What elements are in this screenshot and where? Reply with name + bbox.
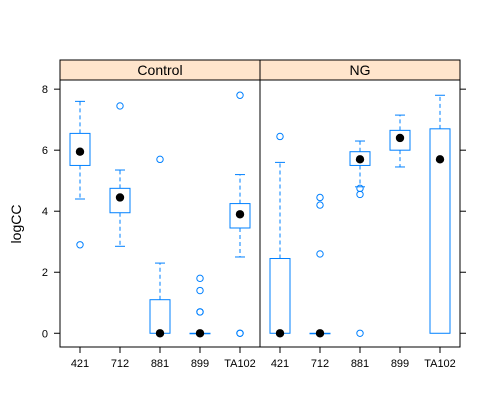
box-body [389,129,411,151]
x-tick-label: 899 [191,358,209,370]
median-dot [75,147,85,156]
outlier-point [116,102,124,110]
x-tick-label: TA102 [224,358,256,370]
outlier-point [196,286,204,295]
box-ng-899 [389,114,411,168]
plot-layer: Control NG 0 2 4 6 8 421 712 881 899 TA102 421 712 881… [42,59,466,370]
box-ng-421 [269,132,291,338]
outlier-point [316,193,324,202]
median-dot [315,329,325,338]
box-control-ta102 [229,91,251,337]
box-body [109,187,131,214]
box-body [429,128,451,334]
box-body [349,151,371,166]
median-dot [195,329,205,338]
outlier-point [356,329,364,337]
outlier-point [316,250,324,258]
outlier-point [196,308,204,316]
box-ng-ta102 [429,94,451,334]
outlier-point [236,329,244,337]
box-body [69,132,91,166]
outlier-point [356,190,364,199]
x-tick-label: 899 [391,358,409,370]
y-tick-label: 0 [42,328,48,340]
outlier-point [236,91,244,99]
y-tick-label: 6 [42,145,48,157]
panel-title: Control [137,62,182,78]
x-tick-label: 881 [351,358,369,370]
box-control-712 [109,102,131,247]
median-dot [115,193,125,202]
panel-title: NG [350,62,371,78]
outlier-point [76,241,84,249]
median-dot [355,155,365,164]
median-dot [235,210,245,219]
median-dot [155,329,165,338]
box-ng-712 [309,193,331,338]
median-dot [435,155,445,164]
box-ng-881 [349,140,371,337]
box-body [229,203,251,229]
median-dot [275,329,285,338]
box-body [269,258,291,334]
box-body [149,299,171,334]
outlier-point [276,132,284,141]
y-tick-label: 2 [42,267,48,279]
median-dot [395,133,405,143]
y-tick-label: 8 [42,84,48,96]
x-tick-label: 712 [111,358,129,370]
box-control-881 [149,155,171,338]
x-tick-label: 881 [151,358,169,370]
x-tick-label: 421 [71,358,89,370]
x-tick-label: 712 [311,358,329,370]
x-tick-label: 421 [271,358,289,370]
y-tick-label: 4 [42,206,48,218]
outlier-point [156,155,164,164]
x-tick-label: TA102 [424,358,456,370]
outlier-point [196,274,204,283]
outlier-point [356,184,364,193]
box-control-421 [69,100,91,249]
y-axis-label: logCC [8,205,24,244]
box-control-899 [189,274,211,338]
outlier-point [316,201,324,209]
